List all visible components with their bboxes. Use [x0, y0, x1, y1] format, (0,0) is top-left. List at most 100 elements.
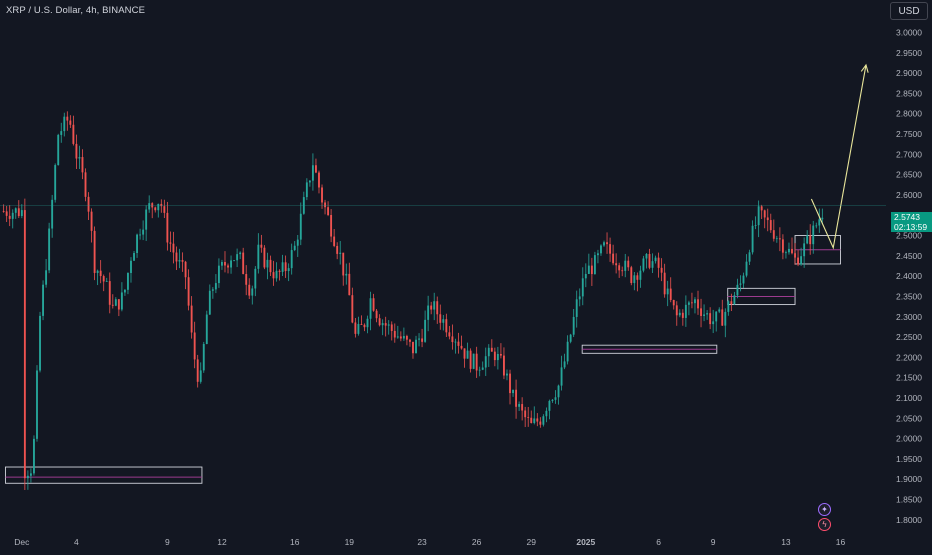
candle-body — [475, 353, 478, 371]
y-tick-label: 2.2000 — [896, 352, 922, 362]
candle-body — [96, 270, 99, 273]
candle-body — [772, 230, 775, 239]
candle-body — [393, 330, 396, 338]
x-tick-label: 13 — [781, 537, 791, 547]
candle-body — [72, 124, 75, 144]
candle-body — [742, 275, 745, 284]
candle-body — [800, 256, 803, 265]
candle-body — [339, 252, 342, 254]
candle-body — [321, 187, 323, 203]
candle-body — [127, 272, 129, 290]
candle-body — [781, 239, 784, 253]
candle-body — [415, 339, 417, 354]
projection-arrowhead — [860, 63, 869, 73]
x-tick-label: Dec — [14, 537, 30, 547]
candle-body — [821, 217, 824, 220]
candle-body — [694, 299, 696, 304]
candle-body — [724, 311, 727, 326]
projection-path[interactable] — [810, 64, 867, 250]
zone-box[interactable] — [5, 466, 203, 484]
candle-body — [515, 389, 518, 407]
candle-body — [621, 270, 624, 272]
y-tick-label: 2.0000 — [896, 434, 922, 444]
candle-body — [563, 361, 566, 368]
y-tick-label: 2.1000 — [896, 393, 922, 403]
sparkle-icon[interactable]: ✦ — [818, 503, 831, 516]
candle-body — [57, 134, 60, 166]
y-tick-label: 1.8500 — [896, 495, 922, 505]
candle-body — [539, 421, 542, 425]
candle-body — [757, 206, 760, 226]
candle-body — [60, 131, 63, 135]
candle-body — [5, 211, 8, 216]
candle-body — [193, 332, 196, 360]
candle-body — [369, 298, 372, 319]
candle-body — [84, 172, 87, 197]
candle-body — [615, 263, 618, 266]
y-tick-label: 3.0000 — [896, 27, 922, 37]
y-tick-label: 2.9500 — [896, 48, 922, 58]
candle-body — [524, 410, 527, 418]
candle-body — [257, 244, 260, 269]
candle-body — [590, 265, 593, 275]
candle-body — [266, 259, 269, 268]
candle-body — [196, 359, 199, 382]
currency-button[interactable]: USD — [890, 2, 928, 20]
candle-body — [293, 245, 296, 251]
candle-body — [181, 260, 184, 262]
candle-body — [566, 341, 569, 362]
candle-body — [587, 265, 590, 274]
candle-body — [324, 202, 326, 208]
candle-body — [239, 252, 242, 255]
candle-body — [766, 217, 769, 221]
candle-body — [278, 270, 281, 272]
candle-body — [442, 319, 445, 323]
candle-body — [305, 182, 308, 198]
candle-body — [114, 299, 117, 306]
candle-body — [54, 165, 57, 200]
candle-body — [163, 206, 166, 213]
candle-body — [275, 270, 278, 279]
candle-body — [421, 338, 424, 342]
candle-body — [469, 350, 472, 369]
candle-body — [657, 257, 660, 268]
candle-body — [760, 206, 763, 211]
candle-body — [148, 203, 151, 210]
candle-body — [803, 243, 806, 257]
time-axis-panel — [0, 532, 932, 550]
candle-body — [721, 309, 724, 326]
candle-body — [600, 245, 602, 254]
candle-body — [542, 416, 545, 425]
candle-body — [375, 310, 378, 319]
x-tick-label: 4 — [74, 537, 79, 547]
lightning-icon[interactable]: ϟ — [818, 518, 831, 531]
candle-body — [102, 276, 105, 282]
candle-body — [224, 261, 226, 266]
candle-body — [751, 225, 754, 253]
candle-body — [336, 245, 339, 254]
candle-body — [733, 295, 736, 305]
candle-body — [157, 203, 160, 211]
candle-body — [42, 284, 44, 316]
candle-body — [169, 242, 172, 244]
candle-body — [418, 338, 420, 340]
candle-body — [130, 260, 132, 273]
candle-body — [330, 215, 333, 237]
candle-body — [636, 275, 639, 280]
candle-body — [63, 116, 66, 132]
candle-body — [472, 353, 475, 369]
candle-body — [351, 295, 354, 323]
candle-body — [727, 301, 730, 312]
candle-body — [606, 242, 608, 245]
candle-body — [251, 288, 254, 296]
candle-body — [581, 278, 584, 297]
candle-body — [69, 120, 72, 125]
y-tick-label: 2.0500 — [896, 413, 922, 423]
candle-body — [460, 345, 463, 349]
candle-body — [190, 305, 193, 333]
candle-body — [706, 313, 709, 315]
candle-body — [681, 312, 684, 318]
chart-title: XRP / U.S. Dollar, 4h, BINANCE — [6, 5, 146, 16]
